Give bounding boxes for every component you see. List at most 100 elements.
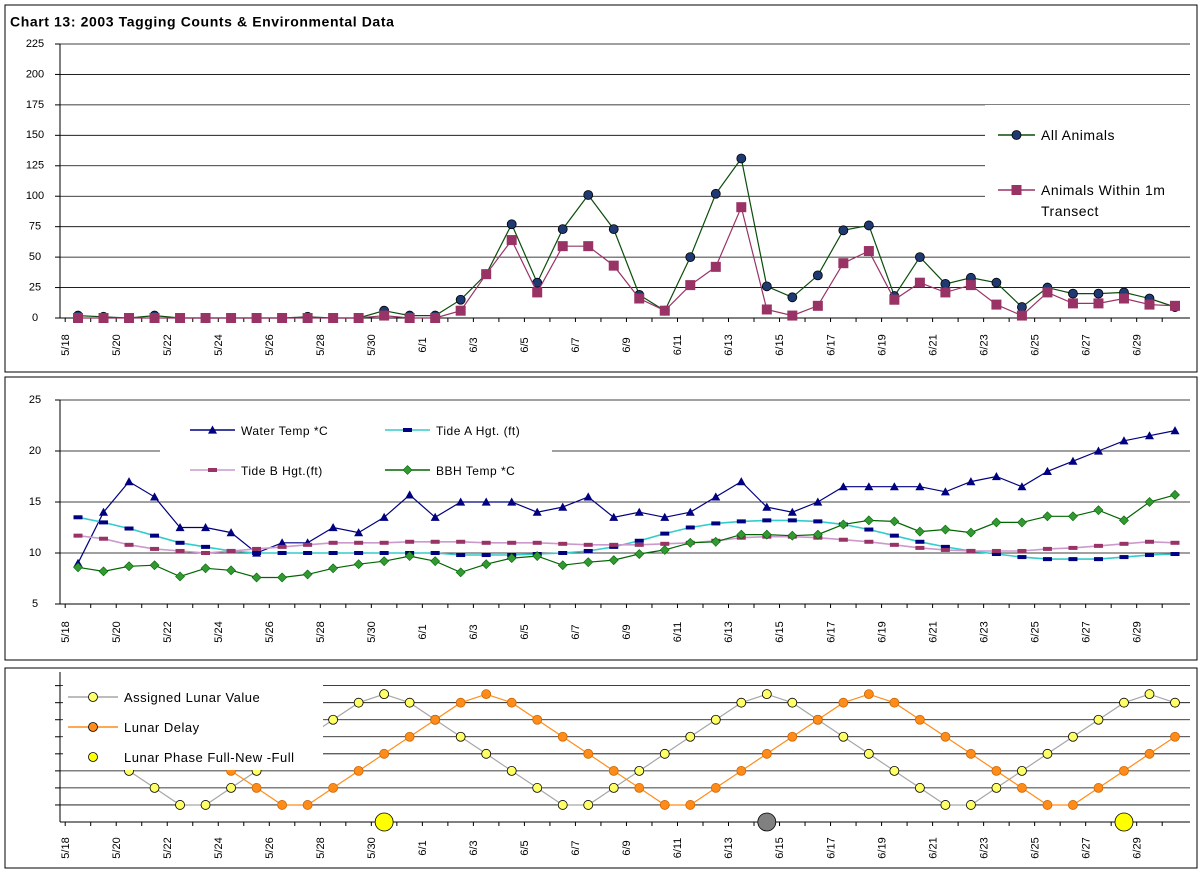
marker [1068, 731, 1078, 742]
x-tick-label: 6/7 [570, 840, 582, 855]
marker [991, 765, 1002, 776]
marker [966, 477, 976, 486]
marker [660, 541, 670, 546]
marker [915, 545, 925, 550]
marker [1011, 185, 1022, 195]
x-tick-label: 5/20 [111, 837, 123, 858]
legend-label: Water Temp *C [241, 423, 329, 438]
marker [991, 472, 1001, 481]
x-tick-label: 6/9 [621, 624, 633, 639]
marker [1119, 436, 1129, 445]
marker [634, 549, 645, 559]
marker [608, 555, 619, 566]
marker [430, 512, 440, 521]
marker [813, 519, 823, 524]
marker [124, 477, 134, 486]
marker [456, 553, 466, 558]
marker [430, 539, 440, 544]
marker [940, 287, 951, 298]
marker [379, 556, 390, 567]
marker [1093, 505, 1104, 516]
marker [277, 538, 287, 547]
marker [1119, 697, 1129, 708]
marker [940, 487, 950, 496]
marker [1170, 426, 1180, 435]
marker [940, 544, 950, 549]
x-tick-label: 6/21 [927, 621, 939, 642]
marker [685, 507, 695, 516]
marker [226, 548, 236, 553]
x-tick-label: 5/28 [315, 621, 327, 642]
marker [379, 551, 389, 555]
marker [201, 523, 211, 532]
marker [532, 540, 542, 545]
marker [966, 748, 976, 759]
marker [175, 313, 186, 323]
marker [1011, 130, 1022, 140]
marker [303, 542, 313, 547]
marker [558, 502, 568, 511]
marker [609, 544, 619, 549]
marker [73, 533, 83, 538]
marker [150, 533, 160, 538]
marker [966, 800, 976, 810]
y-tick-label: 5 [32, 598, 38, 610]
series [374, 812, 1134, 832]
marker [659, 545, 670, 555]
marker [1170, 552, 1180, 557]
marker [99, 507, 109, 516]
marker [685, 252, 696, 263]
y-tick-label: 125 [26, 160, 44, 172]
x-tick-label: 6/15 [774, 621, 786, 642]
marker [507, 497, 517, 506]
marker [583, 492, 593, 501]
marker [685, 280, 696, 291]
series-line [77, 494, 1176, 579]
x-tick-label: 6/3 [468, 624, 480, 639]
marker [864, 527, 874, 532]
marker [455, 294, 466, 305]
x-tick-label: 5/26 [264, 837, 276, 858]
marker [328, 313, 339, 323]
legend-box [160, 415, 552, 490]
marker [175, 523, 185, 532]
x-tick-label: 6/29 [1131, 837, 1143, 858]
marker [481, 689, 492, 700]
marker [1042, 511, 1053, 522]
marker [124, 313, 135, 323]
marker [991, 552, 1001, 557]
marker [940, 524, 951, 535]
marker [761, 689, 772, 700]
marker [175, 800, 185, 810]
marker [1144, 689, 1155, 700]
marker [1170, 697, 1180, 708]
marker [991, 299, 1002, 310]
marker [277, 800, 287, 810]
marker [685, 800, 696, 810]
x-tick-label: 6/5 [519, 337, 531, 352]
marker [149, 783, 160, 793]
marker [430, 556, 441, 567]
marker [609, 542, 619, 547]
marker [481, 559, 492, 570]
marker [430, 714, 441, 725]
marker [940, 547, 950, 552]
marker [481, 540, 491, 545]
marker [863, 246, 874, 257]
marker [991, 548, 1001, 553]
marker [660, 531, 670, 536]
marker [761, 281, 772, 292]
marker [226, 528, 236, 537]
marker [353, 559, 364, 570]
marker [1119, 555, 1129, 560]
marker [889, 765, 900, 776]
y-tick-label: 50 [29, 251, 41, 263]
marker [403, 428, 412, 432]
y-tick-label: 75 [29, 221, 41, 233]
marker [124, 526, 134, 531]
x-tick-label: 6/19 [876, 334, 888, 355]
legend-label: Tide B Hgt.(ft) [241, 463, 323, 478]
marker [991, 783, 1002, 793]
x-tick-label: 6/9 [621, 840, 633, 855]
